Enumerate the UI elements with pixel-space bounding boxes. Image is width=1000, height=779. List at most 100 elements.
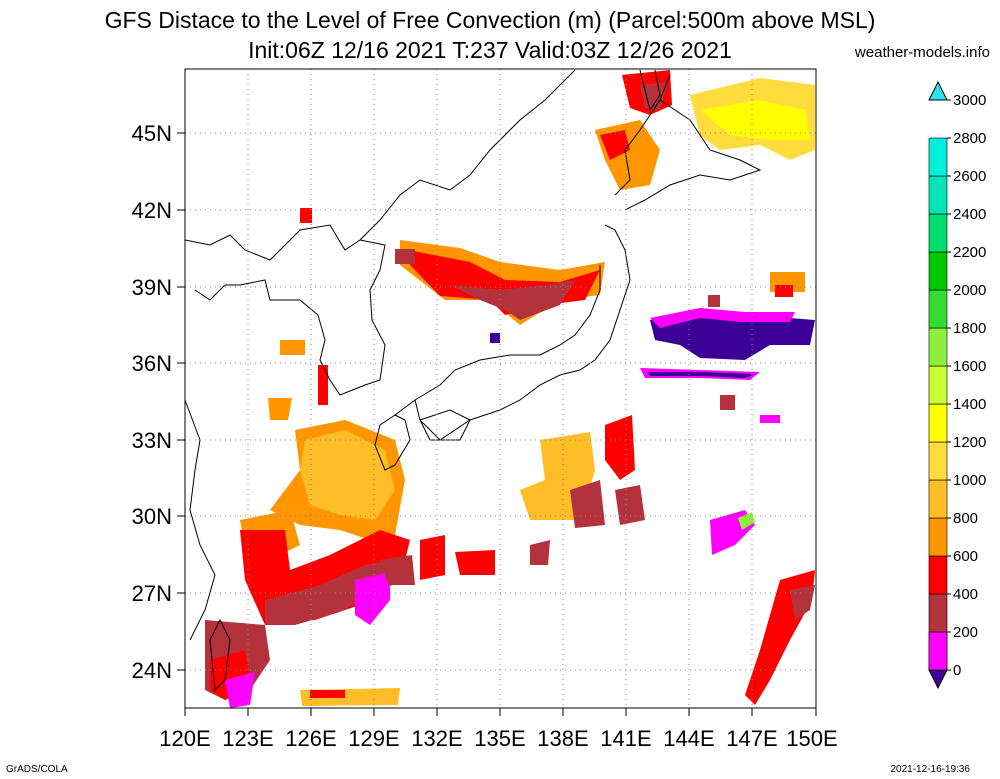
colorbar-segment [928,289,948,329]
region-200-east [650,308,795,328]
y-tick-label: 42N [132,198,172,223]
x-tick-label: 120E [159,726,210,751]
x-tick-label: 138E [537,726,588,751]
colorbar-label: 2400 [953,206,986,223]
colorbar-label: 800 [953,510,978,527]
cell-600-j [300,208,312,223]
colorbar-label: 1800 [953,320,986,337]
region-400-south [530,540,550,565]
region-600-bottom [310,690,345,698]
colorbar-segment [928,517,948,557]
coast-china-east [185,399,216,641]
y-tick-label: 39N [132,275,172,300]
footer-right: 2021-12-16-19:36 [890,764,970,775]
region-0-east [650,312,815,360]
x-tick-label: 141E [600,726,651,751]
colorbar-label: 1400 [953,396,986,413]
x-tick-label: 126E [285,726,336,751]
colorbar: 0 200 400 600 800 1000 1200 1400 1600 1800 2000 220… [928,80,986,690]
x-tick-label: 123E [222,726,273,751]
colorbar-segment [928,403,948,443]
footer-left: GrADS/COLA [6,764,68,775]
region-0-east-2 [648,372,755,378]
cell-600-b [280,340,305,355]
colorbar-segment [928,631,948,671]
coast-shikoku [419,409,471,441]
coast-russia [359,69,576,241]
y-tick-label: 33N [132,428,172,453]
y-tick-label: 45N [132,121,172,146]
source-label: weather-models.info [854,44,990,61]
x-tick-label: 132E [411,726,462,751]
region-1400-northeast [700,100,810,140]
region-600-hokkaido-south [600,130,630,160]
y-tick-label: 24N [132,658,172,683]
colorbar-segment [928,479,948,519]
coast-korea [194,239,386,396]
chart-subtitle: Init:06Z 12/16 2021 T:237 Valid:03Z 12/2… [248,37,732,63]
colorbar-label: 0 [953,662,961,679]
colorbar-arrow-high [928,80,948,101]
colorbar-segment [928,251,948,291]
colorbar-segment [928,327,948,367]
colorbar-segment [928,365,948,405]
tick-marks [177,132,817,716]
y-tick-label: 30N [132,504,172,529]
y-tick-labels: 24N 27N 30N 33N 36N 39N 42N 45N [132,121,172,683]
y-tick-label: 36N [132,351,172,376]
colorbar-label: 2200 [953,244,986,261]
region-400-pacific-2 [615,485,645,525]
cell-600-i [708,295,720,307]
colorbar-segment [928,137,948,177]
colorbar-segment [928,175,948,215]
region-800-west-2 [268,398,292,420]
chart-title: GFS Distace to the Level of Free Convect… [104,7,876,33]
grid-layer [185,69,816,708]
colorbar-label: 1200 [953,434,986,451]
x-tick-label: 144E [663,726,714,751]
region-400-se [790,585,815,620]
cell-400-a [395,249,415,264]
colorbar-segment [928,555,948,595]
colorbar-label: 400 [953,586,978,603]
cell-200-d [490,333,500,343]
region-600-pacific [605,415,635,480]
region-1000-east-china-sea [300,430,395,520]
colorbar-segment [928,441,948,481]
x-tick-label: 135E [474,726,525,751]
cell-600-c [318,365,328,405]
coast-taiwan [209,618,231,692]
coast-hokkaido [614,74,762,211]
colorbar-label: 3000 [953,92,986,109]
region-400-ryukyu [380,555,415,585]
colorbar-label: 2600 [953,168,986,185]
colorbar-label: 2800 [953,130,986,147]
coast-kyushu [374,414,411,471]
cell-200-g [760,415,780,423]
x-tick-label: 147E [726,726,777,751]
region-600-south [420,535,445,580]
coast-honshu [394,224,631,441]
map-plot-area [185,69,816,708]
field-layer [205,70,815,708]
colorbar-label: 1000 [953,472,986,489]
x-tick-label: 129E [348,726,399,751]
coast-sakhalin [639,69,661,112]
coast-china-north [185,224,361,261]
x-tick-label: 150E [786,726,837,751]
colorbar-label: 600 [953,548,978,565]
colorbar-arrow-low [928,669,948,690]
colorbar-segment [928,213,948,253]
colorbar-label: 200 [953,624,978,641]
region-200-ryukyu [355,572,390,625]
x-tick-labels: 120E 123E 126E 129E 132E 135E 138E 141E … [159,726,837,751]
coastline-layer [185,69,762,692]
y-tick-label: 27N [132,581,172,606]
colorbar-label: 1600 [953,358,986,375]
region-800-hokkaido-south [595,120,660,190]
region-400-pacific [570,480,605,528]
colorbar-segment [928,593,948,633]
cell-600-f [775,285,793,297]
region-600-south-2 [455,550,495,575]
